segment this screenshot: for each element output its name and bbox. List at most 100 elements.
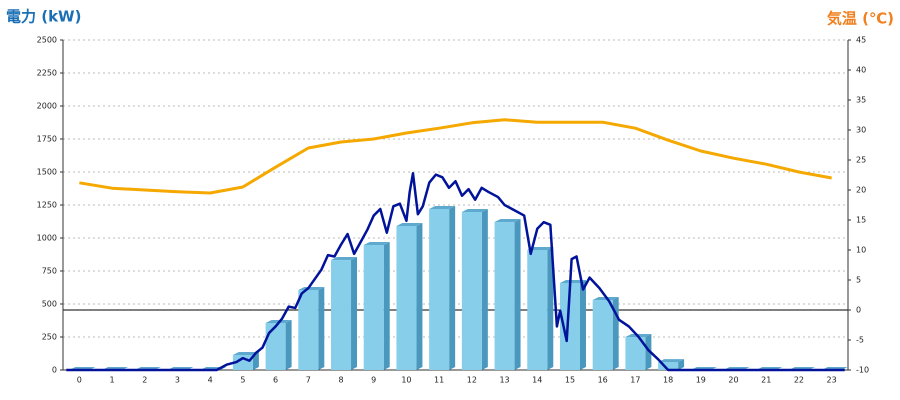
bar-top <box>298 287 325 291</box>
bar-top <box>232 351 259 355</box>
bar-side <box>351 257 358 370</box>
y-tick-label: 2000 <box>37 102 57 111</box>
bar-front <box>559 283 580 370</box>
x-tick-label: 19 <box>696 376 706 385</box>
bar-top <box>363 241 390 245</box>
bar <box>429 205 456 370</box>
bar-front <box>658 362 679 370</box>
x-tick-label: 4 <box>208 376 213 385</box>
bar-side <box>514 219 521 370</box>
x-tick-label: 10 <box>401 376 411 385</box>
y2-tick-label: 30 <box>856 126 866 135</box>
bar-side <box>416 222 423 370</box>
bar <box>396 222 423 370</box>
x-tick-label: 23 <box>827 376 837 385</box>
bar <box>625 334 652 370</box>
bar-side <box>579 280 586 370</box>
bar <box>461 208 488 370</box>
bar <box>265 320 292 370</box>
y2-tick-label: 35 <box>856 96 866 105</box>
x-tick-label: 18 <box>663 376 673 385</box>
bar-top <box>527 247 554 251</box>
x-tick-label: 21 <box>761 376 771 385</box>
x-tick-label: 0 <box>77 376 82 385</box>
x-tick-label: 12 <box>467 376 477 385</box>
x-tick-label: 14 <box>532 376 542 385</box>
x-tick-label: 9 <box>371 376 376 385</box>
bar-side <box>285 320 292 370</box>
x-tick-label: 13 <box>499 376 509 385</box>
x-tick-label: 8 <box>338 376 343 385</box>
x-tick-label: 22 <box>794 376 804 385</box>
y-tick-label: 1250 <box>37 201 57 210</box>
y-tick-label: 0 <box>52 366 57 375</box>
bar <box>527 247 554 370</box>
x-tick-label: 17 <box>630 376 640 385</box>
x-tick-label: 3 <box>175 376 180 385</box>
x-tick-label: 5 <box>240 376 245 385</box>
bar <box>363 241 390 370</box>
bar-front <box>331 260 352 370</box>
y2-tick-label: 5 <box>856 276 861 285</box>
left-axis-title: 電力 (kW) <box>6 8 81 26</box>
bar-side <box>383 241 390 370</box>
bar <box>331 257 358 370</box>
x-tick-label: 6 <box>273 376 278 385</box>
bar-front <box>265 323 286 370</box>
temperature-line <box>79 118 832 195</box>
power-line <box>66 172 845 372</box>
bar-front <box>494 222 515 370</box>
bar-top <box>429 205 456 209</box>
y-tick-label: 2500 <box>37 36 57 45</box>
y-tick-label: 750 <box>42 267 57 276</box>
bar-top <box>396 222 423 226</box>
bar-side <box>318 287 325 370</box>
bar-side <box>678 359 685 370</box>
bar-front <box>396 225 417 370</box>
bar-front <box>429 208 450 370</box>
bar-front <box>363 244 384 370</box>
bar-side <box>449 205 456 370</box>
y-tick-label: 1000 <box>37 234 57 243</box>
y2-tick-label: 10 <box>856 246 866 255</box>
y-tick-label: 500 <box>42 300 57 309</box>
bar-front <box>298 290 319 370</box>
bar-front <box>527 250 548 370</box>
bar <box>494 219 521 370</box>
bar-front <box>232 354 253 370</box>
bar-side <box>481 208 488 370</box>
y2-tick-label: 25 <box>856 156 866 165</box>
x-tick-label: 7 <box>306 376 311 385</box>
y2-tick-label: -10 <box>856 366 869 375</box>
bar-top <box>559 280 586 284</box>
bar-top <box>494 219 521 223</box>
bar-side <box>547 247 554 370</box>
bar-front <box>625 337 646 370</box>
right-axis-title: 気温 (℃) <box>827 10 894 28</box>
y-tick-label: 1750 <box>37 135 57 144</box>
bar-top <box>658 359 685 363</box>
x-tick-label: 20 <box>728 376 738 385</box>
bar <box>298 287 325 370</box>
y-tick-label: 250 <box>42 333 57 342</box>
bar <box>592 297 619 370</box>
bar <box>658 359 685 370</box>
bar-side <box>645 334 652 370</box>
bar-front <box>592 300 613 370</box>
x-tick-label: 2 <box>142 376 147 385</box>
y2-tick-label: 45 <box>856 36 866 45</box>
x-tick-label: 1 <box>110 376 115 385</box>
y2-tick-label: -5 <box>856 336 864 345</box>
bar-front <box>461 211 482 370</box>
bar-top <box>331 257 358 261</box>
y-tick-label: 2250 <box>37 69 57 78</box>
bar-top <box>461 208 488 212</box>
y2-tick-label: 15 <box>856 216 866 225</box>
x-tick-label: 15 <box>565 376 575 385</box>
y2-tick-label: 40 <box>856 66 866 75</box>
y2-tick-label: 20 <box>856 186 866 195</box>
bar <box>559 280 586 370</box>
y2-tick-label: 0 <box>856 306 861 315</box>
x-tick-label: 11 <box>434 376 444 385</box>
